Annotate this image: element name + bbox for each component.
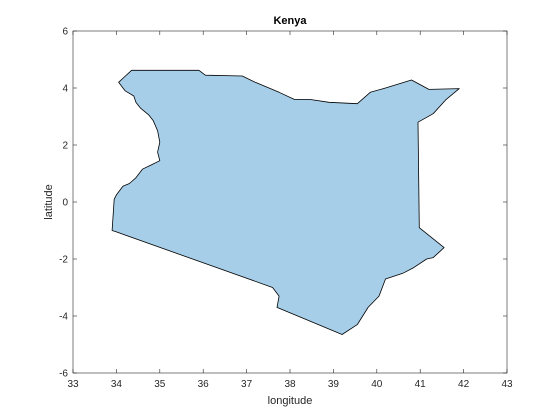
y-tick-label: -4 (59, 312, 68, 323)
x-tick-label: 34 (111, 379, 123, 390)
x-tick-label: 35 (154, 379, 166, 390)
country-shape-kenya (111, 69, 460, 335)
x-axis-label: longitude (268, 395, 313, 407)
y-axis-label: latitude (43, 184, 55, 219)
x-tick-label: 39 (328, 379, 340, 390)
x-tick-label: 36 (198, 379, 210, 390)
y-tick-label: 2 (62, 141, 68, 152)
plot-area: 33 34 35 36 37 38 39 40 41 42 43 -6 -4 -2 0 2 4 6 (59, 27, 513, 391)
x-tick-label: 43 (501, 379, 513, 390)
y-tick-label: 0 (62, 198, 68, 209)
x-tick-label: 33 (67, 379, 79, 390)
y-tick-label: 6 (62, 27, 68, 38)
y-tick-label: -2 (59, 255, 68, 266)
x-tick-label: 42 (458, 379, 470, 390)
x-tick-label: 37 (241, 379, 253, 390)
y-axis-ticks: -6 -4 -2 0 2 4 6 (59, 27, 507, 380)
y-tick-label: -6 (59, 369, 68, 380)
x-tick-label: 38 (284, 379, 296, 390)
x-tick-label: 40 (371, 379, 383, 390)
x-tick-label: 41 (415, 379, 427, 390)
y-tick-label: 4 (62, 84, 68, 95)
map-title: Kenya (273, 15, 307, 27)
x-axis-ticks: 33 34 35 36 37 38 39 40 41 42 43 (67, 31, 513, 390)
